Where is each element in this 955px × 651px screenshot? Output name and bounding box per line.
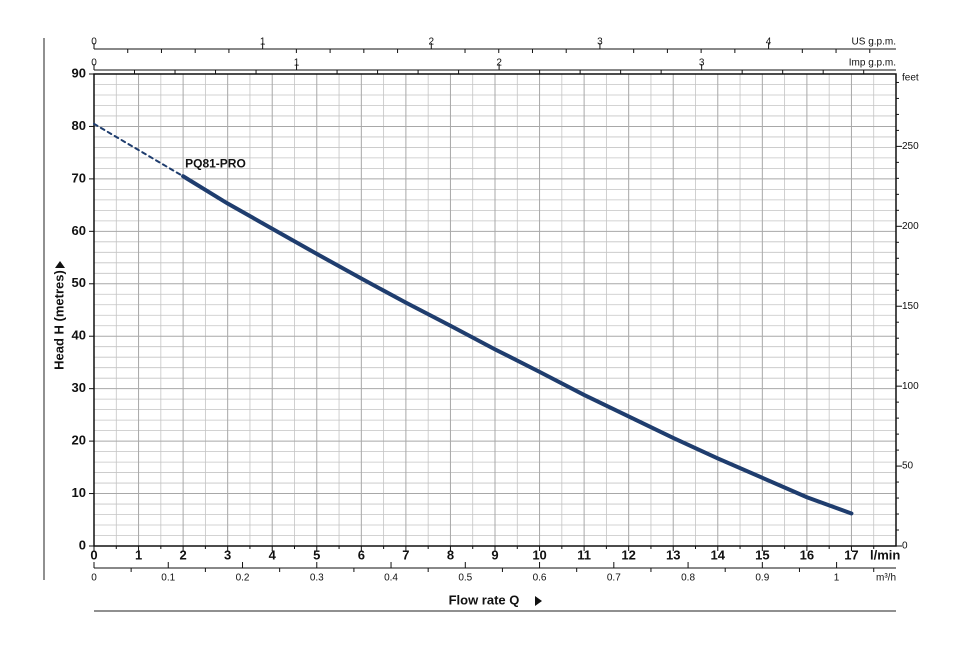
axis-tick-label: 0.8 (681, 573, 695, 584)
axis-tick-label: 3 (699, 57, 705, 68)
axis-tick-label: 100 (902, 381, 919, 392)
axis-unit: m³/h (876, 573, 896, 584)
y-tick-label: 10 (72, 485, 86, 500)
axis-tick-label: 1 (260, 36, 266, 47)
x-tick-label: 14 (711, 547, 726, 562)
curve (93, 122, 185, 178)
x-tick-label: 11 (577, 547, 591, 562)
y-tick-label: 30 (72, 380, 86, 395)
x-tick-label: 15 (755, 547, 769, 562)
axis-tick-label: 4 (766, 36, 772, 47)
axis-tick-label: 0.1 (161, 573, 175, 584)
curve (181, 174, 854, 516)
axis-tick-label: 0.7 (607, 573, 621, 584)
y-tick-label: 60 (72, 223, 86, 238)
axis-tick-label: 50 (902, 461, 914, 472)
x-tick-label: 0 (90, 547, 97, 562)
axis-tick-label: 3 (597, 36, 603, 47)
y-tick-label: 90 (72, 65, 86, 80)
axis-tick-label: 0.5 (458, 573, 472, 584)
x-tick-label: 4 (269, 547, 277, 562)
x-axis-label: Flow rate Q (449, 592, 520, 607)
arrow (55, 261, 65, 268)
axis-tick-label: 0 (91, 57, 97, 68)
axis-unit: Imp g.p.m. (849, 57, 896, 68)
axis-tick-label: 2 (496, 57, 502, 68)
x-tick-label: 13 (666, 547, 680, 562)
y-tick-label: 80 (72, 118, 86, 133)
axis-unit: US g.p.m. (852, 36, 896, 47)
y-tick-label: 0 (79, 537, 86, 552)
plot-frame (93, 73, 897, 547)
y-tick-label: 70 (72, 170, 86, 185)
x-tick-label: 3 (224, 547, 231, 562)
x-tick-label: 9 (491, 547, 498, 562)
axis-unit: feet (902, 73, 919, 84)
x-unit: l/min (870, 547, 900, 562)
axis-tick-label: 0.3 (310, 573, 324, 584)
axis-tick-label: 150 (902, 301, 919, 312)
axis-tick-label: 250 (902, 141, 919, 152)
x-tick-label: 1 (135, 547, 142, 562)
y-tick-label: 50 (72, 275, 86, 290)
arrow (535, 596, 542, 606)
x-tick-label: 8 (447, 547, 454, 562)
axis-tick-label: 1 (294, 57, 300, 68)
x-tick-label: 2 (179, 547, 186, 562)
axis-tick-label: 0.2 (236, 573, 250, 584)
axis-tick-label: 0 (91, 36, 97, 47)
x-tick-label: 16 (800, 547, 814, 562)
x-tick-label: 6 (358, 547, 365, 562)
x-tick-label: 12 (621, 547, 635, 562)
axis-tick-label: 2 (429, 36, 435, 47)
axis-tick-label: 0.9 (755, 573, 769, 584)
y-tick-label: 20 (72, 433, 86, 448)
axis-tick-label: 0.4 (384, 573, 398, 584)
series-label: PQ81-PRO (185, 156, 246, 170)
y-tick-label: 40 (72, 328, 86, 343)
x-tick-label: 10 (532, 547, 546, 562)
axis-tick-label: 0 (902, 541, 908, 552)
y-axis-label: Head H (metres) (51, 270, 66, 370)
x-tick-label: 5 (313, 547, 320, 562)
axis-tick-label: 200 (902, 221, 919, 232)
x-tick-label: 17 (844, 547, 858, 562)
x-tick-label: 7 (402, 547, 409, 562)
axis-tick-label: 0.6 (533, 573, 547, 584)
axis-tick-label: 0 (91, 573, 97, 584)
axis-tick-label: 1 (834, 573, 840, 584)
